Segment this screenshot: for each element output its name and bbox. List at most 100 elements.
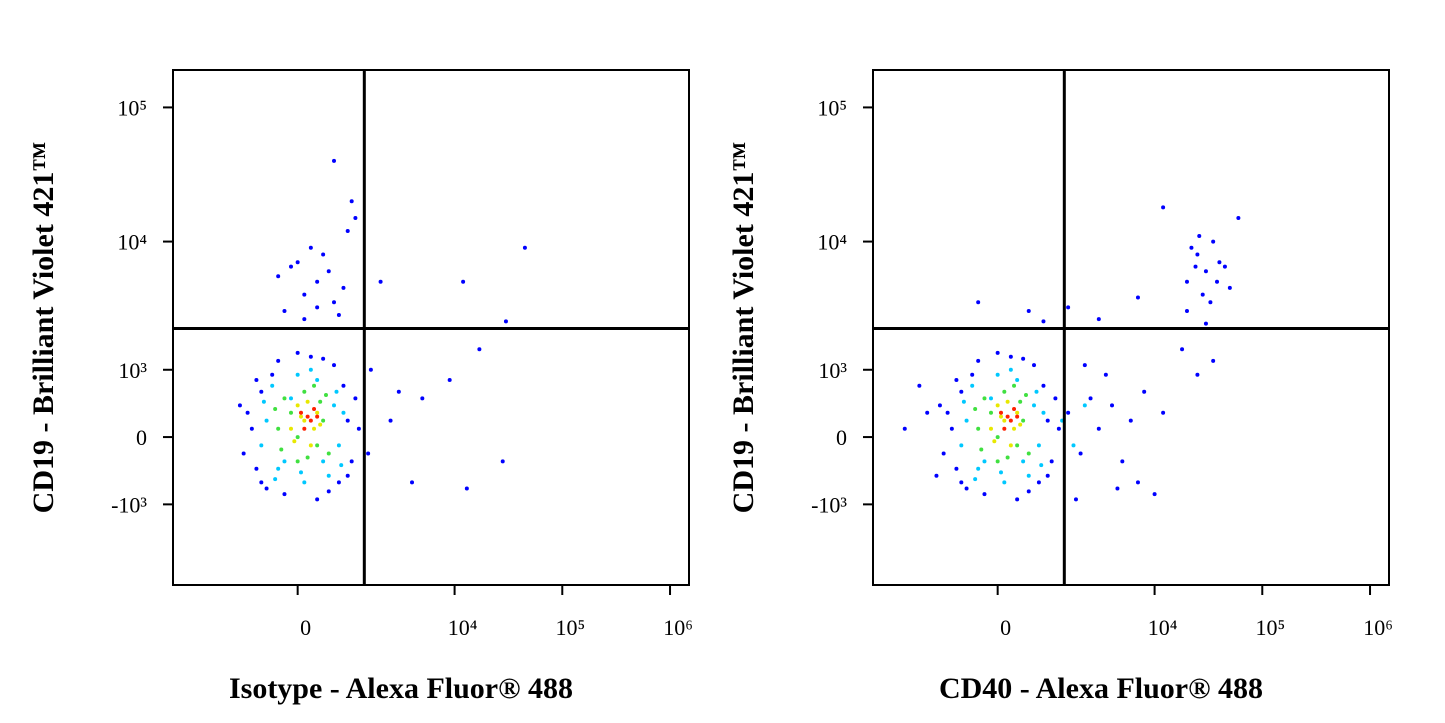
data-point: [1195, 252, 1200, 257]
data-point: [976, 466, 981, 471]
data-point: [1023, 393, 1028, 398]
y-tick-label: 10⁵: [817, 95, 847, 120]
data-point: [1161, 410, 1166, 415]
data-point: [282, 309, 287, 314]
data-point: [976, 426, 981, 431]
data-point: [318, 422, 323, 427]
x-axis-title: Isotype - Alexa Fluor® 488: [229, 672, 573, 705]
data-point: [295, 350, 300, 355]
data-point: [937, 403, 942, 408]
data-point: [336, 480, 341, 485]
data-point: [1015, 378, 1020, 383]
data-point: [254, 378, 259, 383]
data-point: [1142, 389, 1147, 394]
data-point: [1002, 480, 1007, 485]
data-point: [995, 459, 1000, 464]
data-point: [1115, 486, 1120, 491]
data-point: [276, 466, 281, 471]
data-point: [353, 396, 358, 401]
data-point: [308, 354, 313, 359]
data-point: [315, 443, 320, 448]
data-point: [1073, 497, 1078, 502]
data-point: [973, 477, 978, 482]
y-tick-label: 10³: [118, 358, 147, 383]
x-tick-label: 10⁶: [663, 615, 693, 640]
data-point: [276, 426, 281, 431]
data-point: [302, 426, 307, 431]
data-point: [503, 319, 508, 324]
data-point: [1008, 367, 1013, 372]
data-point: [326, 269, 331, 274]
data-point: [295, 403, 300, 408]
data-point: [1227, 285, 1232, 290]
data-point: [326, 451, 331, 456]
data-point: [332, 300, 337, 305]
data-point: [332, 158, 337, 163]
data-point: [989, 396, 994, 401]
data-point: [992, 439, 997, 444]
data-point: [315, 279, 320, 284]
y-tick-label: -10³: [111, 492, 147, 517]
data-point: [999, 410, 1004, 415]
data-point: [279, 447, 284, 452]
data-point: [336, 443, 341, 448]
data-point: [959, 480, 964, 485]
data-point: [1045, 418, 1050, 423]
data-point: [282, 492, 287, 497]
data-point: [1211, 239, 1216, 244]
data-point: [1193, 264, 1198, 269]
data-point: [315, 305, 320, 310]
y-tick-label: 10⁴: [117, 230, 147, 255]
data-point: [1005, 455, 1010, 460]
data-point: [289, 410, 294, 415]
data-point: [1018, 422, 1023, 427]
data-point: [1096, 317, 1101, 322]
data-point: [989, 410, 994, 415]
y-tick-label: -10³: [811, 492, 847, 517]
data-point: [321, 252, 326, 257]
data-point: [270, 372, 275, 377]
data-point: [979, 447, 984, 452]
data-point: [323, 393, 328, 398]
data-point: [315, 497, 320, 502]
data-point: [339, 463, 344, 468]
data-point: [302, 389, 307, 394]
data-point: [959, 389, 964, 394]
x-tick-label: 0: [1000, 615, 1011, 640]
data-point: [964, 486, 969, 491]
data-point: [522, 245, 527, 250]
data-point: [410, 480, 415, 485]
data-point: [976, 300, 981, 305]
data-point: [1236, 215, 1241, 220]
data-point: [941, 451, 946, 456]
data-point: [934, 473, 939, 478]
data-point: [1071, 443, 1076, 448]
y-axis-title: CD19 - Brilliant Violet 421™: [727, 142, 760, 514]
y-axis-title: CD19 - Brilliant Violet 421™: [27, 142, 60, 514]
data-point: [1211, 358, 1216, 363]
data-point: [1135, 480, 1140, 485]
data-point: [1002, 418, 1007, 423]
data-point: [254, 466, 259, 471]
data-point: [312, 407, 317, 412]
data-point: [1015, 497, 1020, 502]
x-tick-label: 10⁶: [1363, 615, 1393, 640]
plot-frame: [172, 69, 690, 586]
data-point: [282, 459, 287, 464]
data-point: [1026, 489, 1031, 494]
data-point: [299, 410, 304, 415]
data-point: [1041, 319, 1046, 324]
data-point: [999, 470, 1004, 475]
data-point: [1189, 245, 1194, 250]
data-point: [1120, 459, 1125, 464]
y-tick-label: 0: [836, 425, 847, 450]
data-point: [1195, 372, 1200, 377]
data-point: [1152, 492, 1157, 497]
data-point: [1036, 443, 1041, 448]
data-point: [273, 407, 278, 412]
data-point: [959, 443, 964, 448]
data-point: [982, 459, 987, 464]
x-axis-title: CD40 - Alexa Fluor® 488: [939, 672, 1263, 705]
data-point: [1184, 279, 1189, 284]
